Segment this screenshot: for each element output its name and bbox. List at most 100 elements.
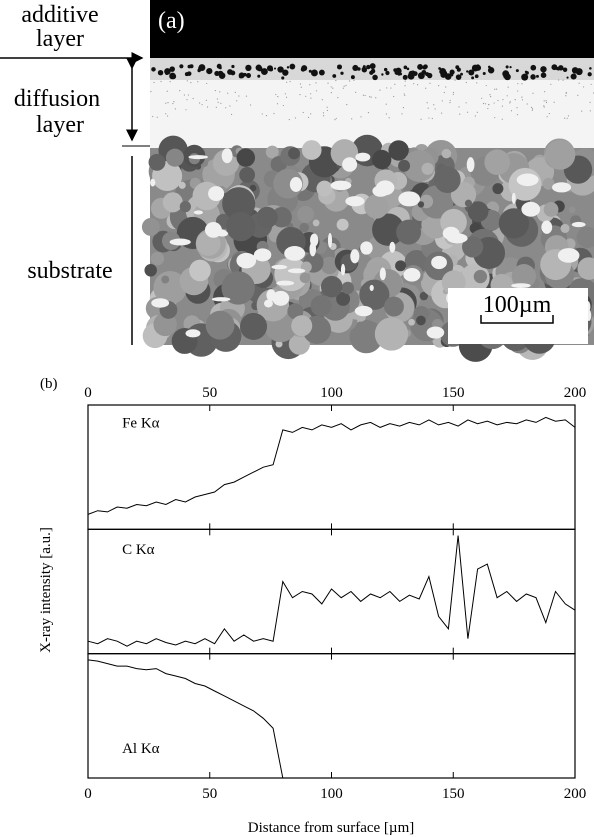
- speck: [322, 112, 325, 114]
- grain: [374, 317, 409, 351]
- speck: [299, 94, 301, 96]
- particle: [504, 70, 507, 73]
- speck: [322, 115, 325, 117]
- grain: [239, 166, 256, 183]
- particle: [474, 74, 479, 79]
- speck: [543, 105, 545, 107]
- speck: [494, 88, 496, 90]
- speck: [152, 115, 154, 118]
- grain: [179, 201, 191, 213]
- panel-label: (a): [158, 8, 185, 34]
- void: [188, 155, 208, 160]
- speck: [565, 92, 567, 94]
- speck: [166, 115, 169, 117]
- particle: [482, 72, 486, 76]
- speck: [546, 116, 548, 118]
- speck: [330, 92, 332, 94]
- void: [541, 220, 553, 234]
- speck: [550, 83, 552, 85]
- x-tick-label: 200: [564, 385, 587, 401]
- particle: [281, 76, 285, 80]
- speck: [310, 113, 312, 115]
- particle: [366, 64, 371, 70]
- speck: [337, 96, 339, 99]
- particle: [257, 66, 263, 72]
- speck: [327, 82, 329, 84]
- speck: [566, 117, 568, 119]
- void: [511, 283, 531, 288]
- grain: [288, 147, 301, 160]
- speck: [577, 94, 579, 96]
- grain: [421, 162, 434, 175]
- particle: [421, 69, 427, 75]
- grain: [287, 303, 304, 320]
- x-tick-label: 150: [442, 786, 465, 802]
- grain: [222, 187, 256, 221]
- speck: [302, 111, 304, 114]
- particle: [466, 70, 469, 73]
- grain: [388, 140, 409, 161]
- speck: [404, 94, 406, 97]
- grain: [462, 236, 484, 258]
- particle: [521, 73, 529, 81]
- void: [354, 305, 373, 317]
- series-line: [87, 659, 284, 779]
- speck: [277, 96, 279, 98]
- void: [221, 148, 233, 164]
- grain: [336, 291, 351, 306]
- speck: [385, 113, 388, 115]
- speck: [169, 81, 171, 83]
- speck: [310, 93, 312, 95]
- void: [271, 264, 288, 270]
- speck: [230, 113, 233, 116]
- speck: [367, 112, 370, 114]
- speck: [166, 90, 168, 92]
- speck: [330, 86, 332, 88]
- speck: [531, 109, 533, 111]
- void: [213, 229, 227, 235]
- grain: [320, 256, 339, 275]
- speck: [335, 79, 337, 82]
- speck: [282, 104, 284, 107]
- void: [389, 241, 396, 253]
- grain: [249, 184, 257, 192]
- speck: [510, 110, 513, 112]
- speck: [315, 82, 317, 84]
- particle: [238, 74, 243, 79]
- speck: [165, 113, 167, 115]
- particle: [282, 69, 289, 76]
- void: [289, 177, 303, 192]
- speck: [517, 90, 519, 92]
- grain: [372, 213, 405, 246]
- label-diffusion: diffusion: [14, 86, 100, 112]
- grain: [239, 312, 268, 340]
- series-name: Al Kα: [122, 741, 160, 757]
- speck: [265, 115, 268, 117]
- void: [350, 249, 360, 264]
- x-label: Distance from surface [µm]: [248, 820, 415, 836]
- speck: [445, 86, 447, 88]
- speck: [289, 80, 291, 83]
- grain: [275, 340, 283, 348]
- particle: [361, 67, 368, 73]
- void: [253, 248, 272, 262]
- grain: [560, 223, 570, 233]
- speck: [427, 107, 429, 109]
- speck: [214, 89, 216, 92]
- void: [516, 173, 539, 187]
- particle: [277, 67, 281, 71]
- particle: [301, 65, 308, 72]
- particle: [566, 76, 569, 79]
- grain: [148, 153, 166, 171]
- speck: [484, 103, 487, 105]
- speck: [545, 100, 547, 102]
- particle: [505, 65, 509, 69]
- particle: [439, 68, 447, 75]
- speck: [334, 119, 336, 121]
- grain: [301, 140, 322, 160]
- particle: [402, 74, 408, 80]
- speck: [485, 84, 487, 87]
- grain: [417, 201, 425, 208]
- speck: [216, 98, 218, 100]
- particle: [170, 73, 177, 80]
